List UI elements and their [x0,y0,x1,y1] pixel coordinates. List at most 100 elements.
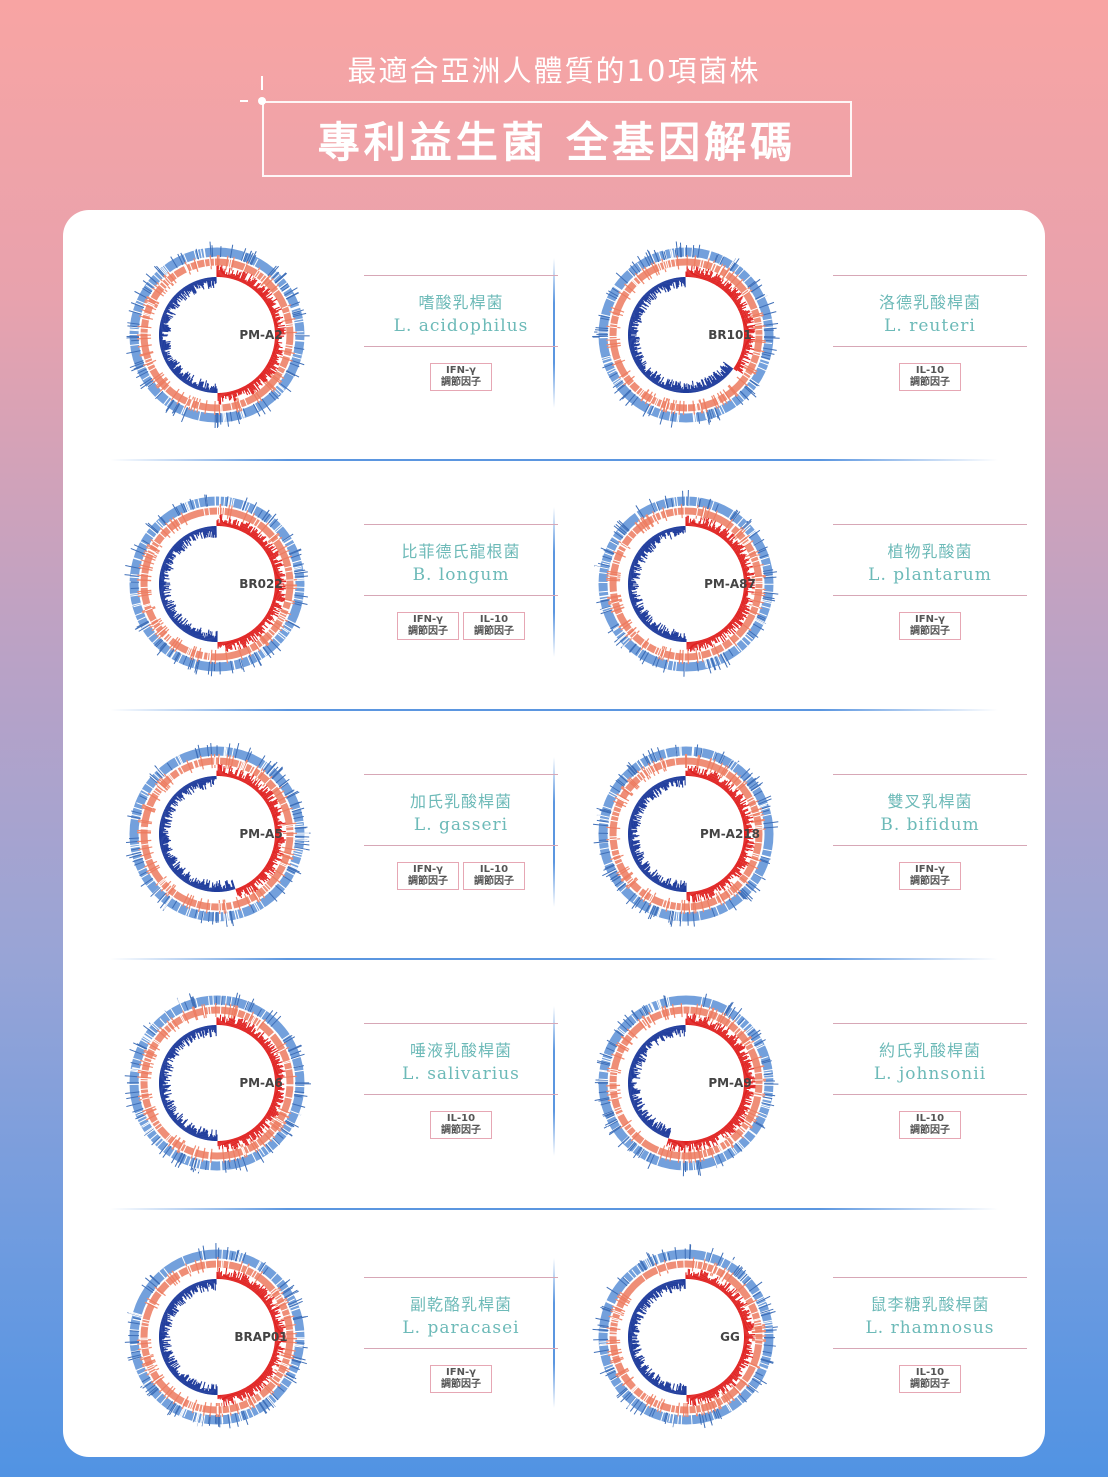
inner-gene-ring [609,507,763,661]
strain-code: PM-A6 [239,1076,283,1090]
divider-line [364,1277,558,1278]
badge-group: IFN-γ 調節因子 [833,612,1027,640]
strain-latin-name: L. plantarum [868,565,992,585]
divider-line [364,275,558,276]
strain-latin-name: L. salivarius [402,1064,520,1084]
divider-line [833,346,1027,347]
outer-gene-ring [598,746,774,922]
strain-item: PM-A6 唾液乳酸桿菌 L. salivarius IL-10 調節因子 [108,958,568,1208]
strain-code: PM-A87 [704,577,756,591]
row-divider [110,459,998,461]
inner-gene-ring [140,258,294,412]
strain-latin-name: L. paracasei [402,1318,520,1338]
divider-line [833,774,1027,775]
badge-factor: IL-10 [479,614,509,625]
strain-item: PM-A2 嗜酸乳桿菌 L. acidophilus IFN-γ 調節因子 [108,210,568,460]
strain-chinese-name: 雙叉乳桿菌 [887,792,973,811]
strain-code: GG [720,1330,740,1344]
badge-group: IL-10 調節因子 [833,1111,1027,1139]
column-divider [553,258,555,408]
inner-gene-ring [140,1006,294,1160]
regulator-badge: IL-10 調節因子 [430,1111,492,1139]
badge-factor: IL-10 [915,1113,945,1124]
column-divider [553,507,555,657]
divider-line [364,774,558,775]
badge-label: 調節因子 [910,876,950,887]
divider-line [833,595,1027,596]
divider-line [364,1023,558,1024]
regulator-badge: IFN-γ 調節因子 [430,1365,492,1393]
badge-group: IFN-γ 調節因子 IL-10 調節因子 [364,862,558,890]
divider-line [364,595,558,596]
genome-circle-map [593,992,780,1177]
divider-line [364,1348,558,1349]
badge-factor: IL-10 [915,365,945,376]
strain-code: PM-A218 [699,827,761,841]
strain-latin-name: L. reuteri [884,316,976,336]
badge-group: IL-10 調節因子 [833,1365,1027,1393]
regulator-badge: IFN-γ 調節因子 [899,612,961,640]
title-box: 專利益生菌 全基因解碼 [262,101,852,177]
outer-gene-ring [129,496,305,672]
divider-line [833,1348,1027,1349]
strain-code: PM-A5 [239,827,283,841]
strain-code: PM-A2 [239,328,283,342]
genome-circle-map [124,241,311,429]
strain-info: 約氏乳酸桿菌 L. johnsonii IL-10 調節因子 [833,1023,1027,1139]
strain-latin-name: B. longum [412,565,510,585]
strain-chinese-name: 副乾酪乳桿菌 [409,1295,512,1314]
strain-info: 洛德乳酸桿菌 L. reuteri IL-10 調節因子 [833,275,1027,391]
strain-info: 比菲德氏龍根菌 B. longum IFN-γ 調節因子 IL-10 調節因子 [364,524,558,640]
strain-code: PM-A9 [708,1076,752,1090]
regulator-badge: IL-10 調節因子 [463,612,525,640]
row-divider [110,1208,998,1210]
genome-circle-map [593,741,779,928]
regulator-badge: IL-10 調節因子 [899,1365,961,1393]
divider-line [364,845,558,846]
inner-gene-ring [609,757,763,911]
strain-info: 鼠李糖乳酸桿菌 L. rhamnosus IL-10 調節因子 [833,1277,1027,1393]
badge-factor: IFN-γ [915,864,945,875]
genome-circle-map [592,1243,780,1430]
strain-chinese-name: 比菲德氏龍根菌 [401,542,521,561]
badge-group: IL-10 調節因子 [364,1111,558,1139]
strain-chinese-name: 洛德乳酸桿菌 [878,293,981,312]
genome-circle-map [125,742,311,928]
badge-label: 調節因子 [474,876,514,887]
decor-dash [261,76,263,90]
strain-info: 雙叉乳桿菌 B. bifidum IFN-γ 調節因子 [833,774,1027,890]
badge-group: IFN-γ 調節因子 IL-10 調節因子 [364,612,558,640]
strain-item: PM-A5 加氏乳酸桿菌 L. gasseri IFN-γ 調節因子 IL-10 調節因子 [108,709,568,959]
badge-factor: IFN-γ [915,614,945,625]
strain-latin-name: L. acidophilus [393,316,529,336]
strain-chinese-name: 植物乳酸菌 [887,542,973,561]
strain-item: PM-A9 約氏乳酸桿菌 L. johnsonii IL-10 調節因子 [577,958,1037,1208]
strain-chinese-name: 嗜酸乳桿菌 [418,293,504,312]
column-divider [553,757,555,907]
genome-circle-map [123,1243,310,1429]
row-divider [110,958,998,960]
strain-chinese-name: 鼠李糖乳酸桿菌 [870,1295,990,1314]
outer-gene-ring [598,1249,774,1425]
strain-chinese-name: 唾液乳酸桿菌 [409,1041,512,1060]
badge-factor: IL-10 [446,1113,476,1124]
strain-info: 副乾酪乳桿菌 L. paracasei IFN-γ 調節因子 [364,1277,558,1393]
regulator-badge: IFN-γ 調節因子 [397,862,459,890]
regulator-badge: IL-10 調節因子 [899,1111,961,1139]
inner-gene-ring [140,507,294,661]
badge-factor: IL-10 [479,864,509,875]
row-divider [110,709,998,711]
inner-gene-ring [609,1260,763,1414]
inner-gene-ring [140,757,294,911]
badge-group: IL-10 調節因子 [833,363,1027,391]
strain-chinese-name: 加氏乳酸桿菌 [409,792,512,811]
regulator-badge: IL-10 調節因子 [463,862,525,890]
badge-factor: IFN-γ [413,614,443,625]
divider-line [364,524,558,525]
strain-chinese-name: 約氏乳酸桿菌 [878,1041,981,1060]
genome-circle-map [592,241,780,429]
strain-latin-name: L. gasseri [413,815,509,835]
strain-item: BR101 洛德乳酸桿菌 L. reuteri IL-10 調節因子 [577,210,1037,460]
regulator-badge: IFN-γ 調節因子 [397,612,459,640]
divider-line [364,1094,558,1095]
